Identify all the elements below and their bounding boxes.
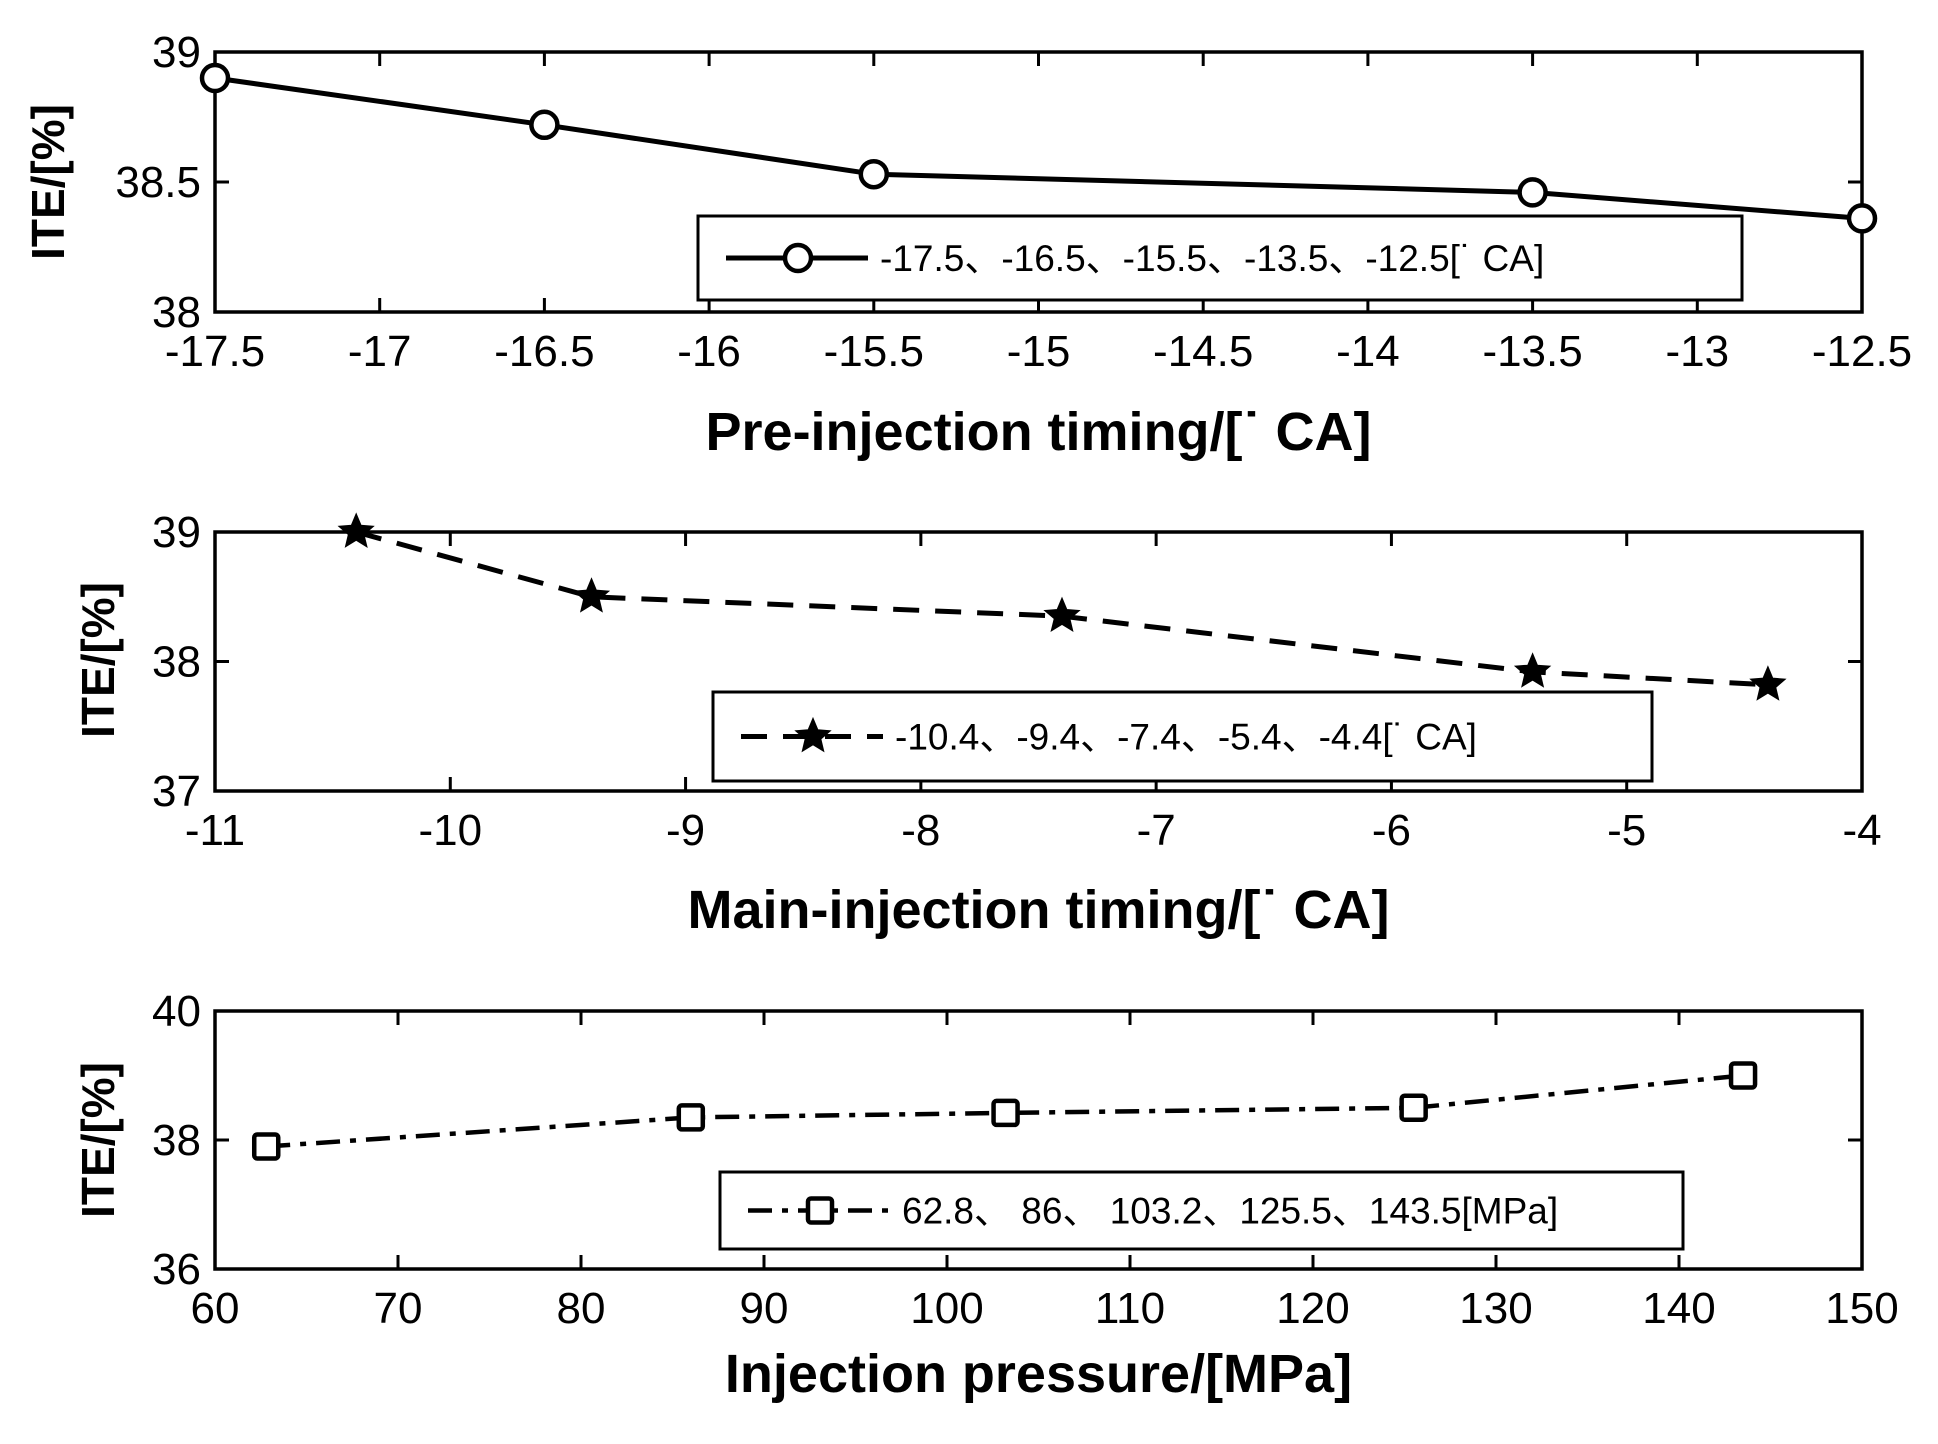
- data-point: [676, 1103, 706, 1132]
- x-tick-label: -16.5: [494, 327, 594, 376]
- legend-label: -17.5、-16.5、-15.5、-13.5、-12.5[˙ CA]: [880, 238, 1544, 279]
- y-tick-label: 38: [152, 1116, 201, 1165]
- x-tick-label: -17.5: [165, 327, 265, 376]
- x-tick-label: 140: [1642, 1284, 1715, 1333]
- y-tick-label: 39: [152, 508, 201, 557]
- x-tick-label: -14: [1336, 327, 1400, 376]
- x-tick-label: -5: [1607, 806, 1646, 855]
- y-tick-label: 38.5: [115, 158, 201, 207]
- chart-panel-2: -11 -10 -9 -8 -7 -6 -5 -4 37 38 39 Main-injection t…: [72, 508, 1882, 940]
- x-tick-label: -10: [418, 806, 482, 855]
- x-axis-label: Pre-injection timing/[˙ CA]: [706, 402, 1372, 462]
- series-line: [214, 75, 1863, 221]
- data-point: [1513, 652, 1552, 688]
- x-tick-label: -12.5: [1812, 327, 1912, 376]
- x-tick-label: -14.5: [1153, 327, 1253, 376]
- x-tick-label: 80: [557, 1284, 606, 1333]
- legend-box: [718, 1170, 1685, 1251]
- x-axis-label: Main-injection timing/[˙ CA]: [688, 880, 1390, 940]
- x-axis-label: Injection pressure/[MPa]: [725, 1344, 1352, 1404]
- data-point: [337, 512, 375, 548]
- data-point: [858, 158, 890, 190]
- data-point: [572, 577, 611, 613]
- chart-panel-3: 60 70 80 90 100 110 120 130 140 150 36 38 40 Injectio…: [72, 987, 1899, 1404]
- legend: -10.4、-9.4、-7.4、-5.4、-4.4[˙ CA]: [711, 690, 1654, 783]
- legend-marker: [794, 716, 832, 753]
- y-axis-label: ITE/[%]: [72, 582, 124, 738]
- y-tick-label: 39: [152, 28, 201, 77]
- legend-marker: [805, 1196, 835, 1225]
- data-point: [1728, 1061, 1758, 1090]
- data-point: [1517, 177, 1548, 208]
- data-point: [1399, 1093, 1428, 1122]
- x-tick-label: -13.5: [1482, 327, 1582, 376]
- legend-label: -10.4、-9.4、-7.4、-5.4、-4.4[˙ CA]: [895, 717, 1477, 758]
- x-tick-label: -9: [666, 806, 705, 855]
- legend-marker: [782, 242, 814, 274]
- data-point: [991, 1098, 1020, 1128]
- y-axis-label: ITE/[%]: [22, 104, 74, 260]
- x-tick-label: -11: [185, 806, 245, 855]
- y-axis-label: ITE/[%]: [72, 1062, 124, 1218]
- x-tick-label: -13: [1666, 327, 1730, 376]
- y-tick-label: 38: [152, 638, 201, 687]
- x-tick-label: -16: [677, 327, 741, 376]
- data-point: [251, 1132, 281, 1161]
- x-tick-label: 90: [740, 1284, 789, 1333]
- legend-label: 62.8、 86、 103.2、125.5、143.5[MPa]: [902, 1191, 1558, 1232]
- x-tick-label: 60: [191, 1284, 240, 1333]
- x-tick-label: 110: [1095, 1284, 1165, 1333]
- x-tick-label: 70: [374, 1284, 423, 1333]
- y-tick-label: 36: [152, 1245, 201, 1294]
- x-tick-label: -7: [1137, 806, 1176, 855]
- legend: 62.8、 86、 103.2、125.5、143.5[MPa]: [718, 1170, 1685, 1251]
- data-point: [1749, 665, 1787, 701]
- x-tick-label: -15.5: [824, 327, 924, 376]
- data-point: [1846, 203, 1878, 234]
- x-tick-label: -6: [1372, 806, 1411, 855]
- x-tick-label: 130: [1459, 1284, 1532, 1333]
- y-tick-label: 37: [152, 767, 201, 816]
- data-point: [529, 109, 560, 141]
- y-tick-label: 38: [152, 288, 201, 337]
- x-tick-label: -4: [1842, 806, 1881, 855]
- legend: -17.5、-16.5、-15.5、-13.5、-12.5[˙ CA]: [696, 214, 1744, 302]
- x-tick-label: 150: [1825, 1284, 1898, 1333]
- data-point: [199, 62, 231, 94]
- x-tick-label: -17: [348, 327, 412, 376]
- legend-box: [696, 214, 1744, 302]
- y-tick-label: 40: [152, 987, 201, 1036]
- x-tick-label: 120: [1276, 1284, 1349, 1333]
- series-line: [266, 1073, 1744, 1149]
- x-tick-label: -15: [1007, 327, 1071, 376]
- data-point: [1043, 596, 1081, 633]
- x-tick-label: 100: [910, 1284, 983, 1333]
- chart-panel-1: -17.5 -17 -16.5 -16 -15.5 -15 -14.5 -14 -13.5 -13…: [22, 28, 1912, 462]
- x-tick-label: -8: [901, 806, 940, 855]
